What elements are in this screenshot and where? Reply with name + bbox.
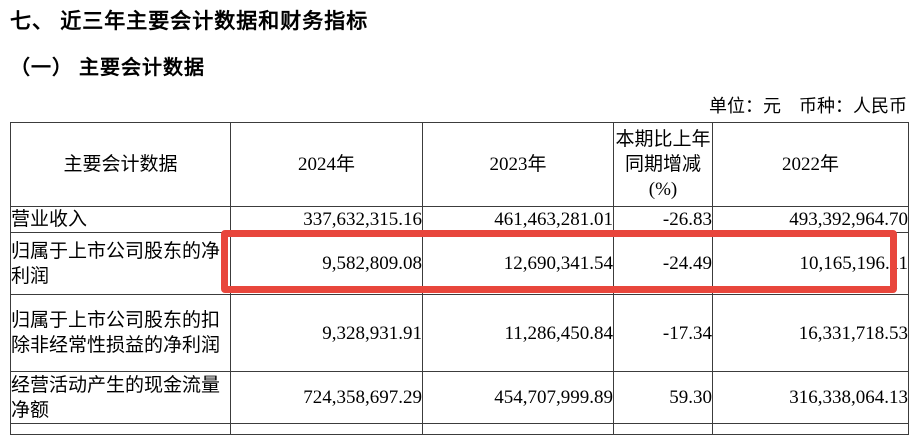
value-2022: 16,331,718.53	[712, 294, 909, 373]
metric-label: 营业收入	[10, 205, 231, 234]
value-2022: 493,392,964.70	[712, 205, 909, 234]
value-change: -24.49	[613, 232, 713, 296]
col-header-2023: 2023年	[422, 122, 614, 207]
value-2024: 9,328,931.91	[230, 294, 423, 373]
value-2024: 337,632,315.16	[230, 205, 423, 234]
table-row-operating-revenue: 营业收入 337,632,315.16 461,463,281.01 -26.8…	[10, 205, 909, 234]
table-row-operating-cash-flow: 经营活动产生的现金流量净额 724,358,697.29 454,707,999…	[10, 371, 909, 425]
table-row-partial-cutoff	[10, 423, 909, 435]
col-header-metric: 主要会计数据	[10, 122, 231, 207]
value-2022: 10,165,196.11	[712, 232, 909, 296]
value-2023: 11,286,450.84	[422, 294, 614, 373]
table-row-net-profit: 归属于上市公司股东的净利润 9,582,809.08 12,690,341.54…	[10, 232, 909, 296]
value-2022: 316,338,064.13	[712, 371, 909, 425]
value-2023: 12,690,341.54	[422, 232, 614, 296]
section-heading: 七、 近三年主要会计数据和财务指标	[10, 9, 369, 33]
value-2024: 9,582,809.08	[230, 232, 423, 296]
subsection-heading: （一） 主要会计数据	[10, 57, 205, 79]
value-2024: 724,358,697.29	[230, 371, 423, 425]
metric-label: 经营活动产生的现金流量净额	[10, 371, 231, 425]
table-row-net-profit-excl-nonrecurring: 归属于上市公司股东的扣除非经常性损益的净利润 9,328,931.91 11,2…	[10, 294, 909, 373]
value-2023: 461,463,281.01	[422, 205, 614, 234]
table-header-row: 主要会计数据 2024年 2023年 本期比上年同期增减(%) 2022年	[10, 122, 909, 207]
key-accounting-data-table: 主要会计数据 2024年 2023年 本期比上年同期增减(%) 2022年 营业…	[10, 122, 909, 435]
metric-label: 归属于上市公司股东的扣除非经常性损益的净利润	[10, 294, 231, 373]
metric-label: 归属于上市公司股东的净利润	[10, 232, 231, 296]
value-change: -17.34	[613, 294, 713, 373]
value-change: 59.30	[613, 371, 713, 425]
col-header-2022: 2022年	[712, 122, 909, 207]
col-header-2024: 2024年	[230, 122, 423, 207]
value-2023: 454,707,999.89	[422, 371, 614, 425]
value-change: -26.83	[613, 205, 713, 234]
col-header-change: 本期比上年同期增减(%)	[613, 122, 713, 207]
unit-currency-note: 单位：元 币种：人民币	[709, 96, 907, 116]
